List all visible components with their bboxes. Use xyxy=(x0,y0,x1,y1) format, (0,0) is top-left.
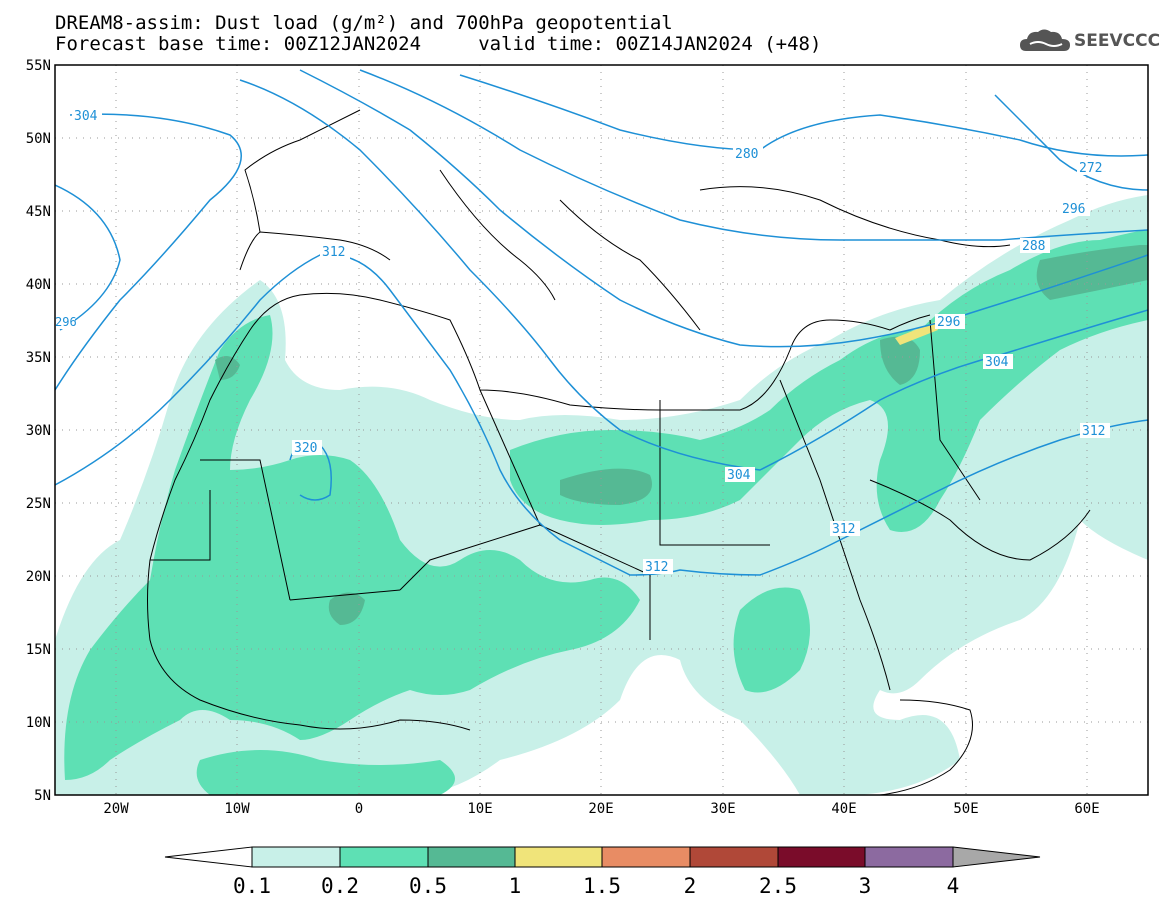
latitude-labels: 55N 50N 45N 40N 35N 30N 25N 20N 15N 10N … xyxy=(26,58,51,804)
colorbar-label: 0.1 xyxy=(233,874,271,898)
colorbar-swatch xyxy=(427,846,516,868)
colorbar-swatch xyxy=(864,846,954,868)
colorbar-label: 2.5 xyxy=(759,874,797,898)
colorbar-label: 0.5 xyxy=(409,874,447,898)
colorbar-label: 0.2 xyxy=(321,874,359,898)
lat-label: 55N xyxy=(26,58,51,74)
lat-label: 50N xyxy=(26,131,51,147)
lon-label: 0 xyxy=(355,801,363,817)
longitude-labels: 20W 10W 0 10E 20E 30E 40E 50E 60E xyxy=(103,801,1099,817)
contour-line xyxy=(299,69,1148,348)
dust-area-dense xyxy=(215,356,240,380)
contour-line xyxy=(239,79,1148,471)
colorbar-max-arrow xyxy=(952,846,1041,868)
colorbar-label: 1.5 xyxy=(583,874,621,898)
lat-label: 20N xyxy=(26,569,51,585)
contour-label: 312 xyxy=(645,560,668,575)
seevccc-logo: SEEVCCC xyxy=(1018,27,1160,57)
lon-label: 20E xyxy=(588,801,613,817)
dust-area-dense xyxy=(560,468,652,505)
contour-label: 304 xyxy=(727,468,751,483)
cloud-icon xyxy=(1020,29,1070,51)
contour-label: 312 xyxy=(322,245,345,260)
contour-line xyxy=(55,113,242,391)
lon-label: 60E xyxy=(1074,801,1099,817)
colorbar-swatch xyxy=(689,846,779,868)
dust-area-dense xyxy=(1036,245,1148,300)
colorbar-label: 4 xyxy=(946,874,960,898)
colorbar-swatch xyxy=(601,846,691,868)
contour-line xyxy=(459,74,1148,157)
dust-area-high xyxy=(895,322,938,345)
map-frame xyxy=(54,64,1149,796)
colorbar-min-arrow xyxy=(164,846,253,868)
lon-label: 10E xyxy=(467,801,492,817)
dust-area-dense xyxy=(328,592,365,625)
colorbar-swatch xyxy=(339,846,429,868)
geopotential-contours xyxy=(55,69,1148,576)
colorbar-label: 3 xyxy=(858,874,872,898)
contour-label: 288 xyxy=(1022,239,1045,254)
contour-label: 296 xyxy=(55,315,77,329)
contour-label: 312 xyxy=(832,522,855,537)
dust-area-medium xyxy=(510,230,1148,532)
contour-labels: 304 312 320 296 280 272 288 296 304 304 … xyxy=(55,108,1110,575)
lat-label: 15N xyxy=(26,642,51,658)
dust-area-dense xyxy=(880,336,920,385)
contour-label: 272 xyxy=(1079,161,1102,176)
lon-label: 40E xyxy=(831,801,856,817)
colorbar-label: 1 xyxy=(508,874,522,898)
lat-label: 10N xyxy=(26,715,51,731)
contour-line xyxy=(359,69,1148,241)
contour-label: 304 xyxy=(74,109,98,124)
colorbar-swatch xyxy=(514,846,603,868)
lat-label: 45N xyxy=(26,204,51,220)
logo-text: SEEVCCC xyxy=(1074,31,1161,51)
contour-line xyxy=(55,184,121,331)
map-title: DREAM8-assim: Dust load (g/m²) and 700hP… xyxy=(55,12,673,34)
colorbar xyxy=(164,846,1041,868)
dust-area-medium xyxy=(733,587,810,693)
contour-label: 320 xyxy=(294,441,317,456)
dust-area-medium xyxy=(64,315,641,780)
contour-line xyxy=(994,94,1148,191)
lat-label: 30N xyxy=(26,423,51,439)
contour-label: 296 xyxy=(1062,202,1085,217)
contour-label: 304 xyxy=(985,355,1009,370)
dust-area-medium xyxy=(196,750,455,795)
contour-label: 296 xyxy=(937,315,960,330)
lat-label: 35N xyxy=(26,350,51,366)
lon-label: 10W xyxy=(224,801,250,817)
contour-label: 312 xyxy=(1082,424,1105,439)
contour-label: 280 xyxy=(735,147,758,162)
forecast-time-line: Forecast base time: 00Z12JAN2024 valid t… xyxy=(55,33,822,55)
contour-line xyxy=(55,253,1148,576)
colorbar-swatch xyxy=(251,846,341,868)
colorbar-swatch xyxy=(777,846,866,868)
lat-label: 5N xyxy=(34,788,51,804)
lon-label: 30E xyxy=(710,801,735,817)
lat-label: 25N xyxy=(26,496,51,512)
coastlines xyxy=(147,109,1091,795)
dust-shading xyxy=(55,195,1148,795)
lon-label: 50E xyxy=(953,801,978,817)
colorbar-label: 2 xyxy=(683,874,697,898)
lon-label: 20W xyxy=(103,801,129,817)
lat-label: 40N xyxy=(26,277,51,293)
